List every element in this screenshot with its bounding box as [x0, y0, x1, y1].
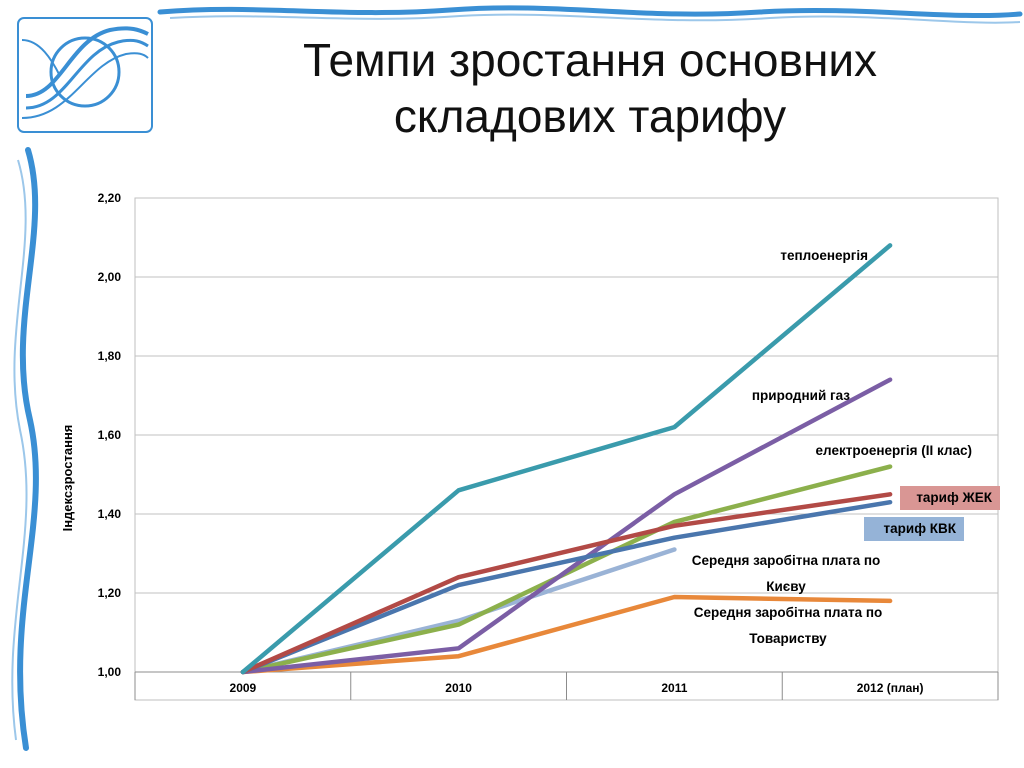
x-tick-label: 2011	[661, 681, 687, 695]
y-tick-label: 1,80	[98, 349, 122, 363]
x-tick-label: 2012 (план)	[857, 681, 924, 695]
y-tick-label: 1,40	[98, 507, 122, 521]
left-wave-decoration-thin	[11, 159, 28, 741]
series-line	[240, 492, 893, 675]
company-logo	[17, 17, 153, 133]
x-tick-label: 2010	[445, 681, 472, 695]
top-wave-decoration	[157, 5, 1023, 19]
series-label: Товариству	[749, 631, 827, 646]
series-label-box	[900, 486, 1000, 510]
x-tick-label: 2009	[230, 681, 257, 695]
series-label: Середня заробітна плата по	[692, 553, 881, 568]
top-wave-decoration-thin	[169, 13, 1021, 24]
y-tick-label: 1,00	[98, 665, 122, 679]
series-line	[240, 594, 893, 675]
y-tick-label: 2,20	[98, 191, 122, 205]
y-axis-tick-labels: 1,00 1,20 1,40 1,60 1,80 2,00 2,20	[98, 191, 122, 679]
series-label: природний газ	[752, 388, 850, 403]
series-line	[240, 499, 893, 675]
series-line	[240, 243, 893, 675]
y-tick-label: 1,60	[98, 428, 122, 442]
series-label: Середня заробітна плата по	[694, 605, 883, 620]
series-lines	[240, 243, 893, 675]
series-label: теплоенергія	[780, 248, 868, 263]
y-tick-label: 1,20	[98, 586, 122, 600]
left-wave-decoration	[17, 147, 39, 751]
series-label-box	[864, 517, 964, 541]
slide-title-line-2: складових тарифу	[393, 90, 787, 142]
series-label: тариф ЖЕК	[916, 490, 992, 505]
series-line	[240, 547, 677, 675]
y-axis-label: Індексзростання	[60, 425, 75, 532]
y-tick-label: 2,00	[98, 270, 122, 284]
series-label: Києву	[766, 579, 806, 594]
slide-title: Темпи зростання основних складових тариф…	[220, 32, 960, 144]
series-labels: теплоенергія природний газ електроенергія …	[692, 248, 1000, 646]
gridlines	[134, 197, 999, 700]
series-line	[240, 377, 893, 675]
series-label: тариф КВК	[884, 521, 957, 536]
slide-title-line-1: Темпи зростання основних	[302, 34, 878, 86]
series-label: електроенергія (ІІ клас)	[816, 443, 972, 458]
x-axis-tick-labels: 2009 2010 2011 2012 (план)	[230, 681, 924, 695]
